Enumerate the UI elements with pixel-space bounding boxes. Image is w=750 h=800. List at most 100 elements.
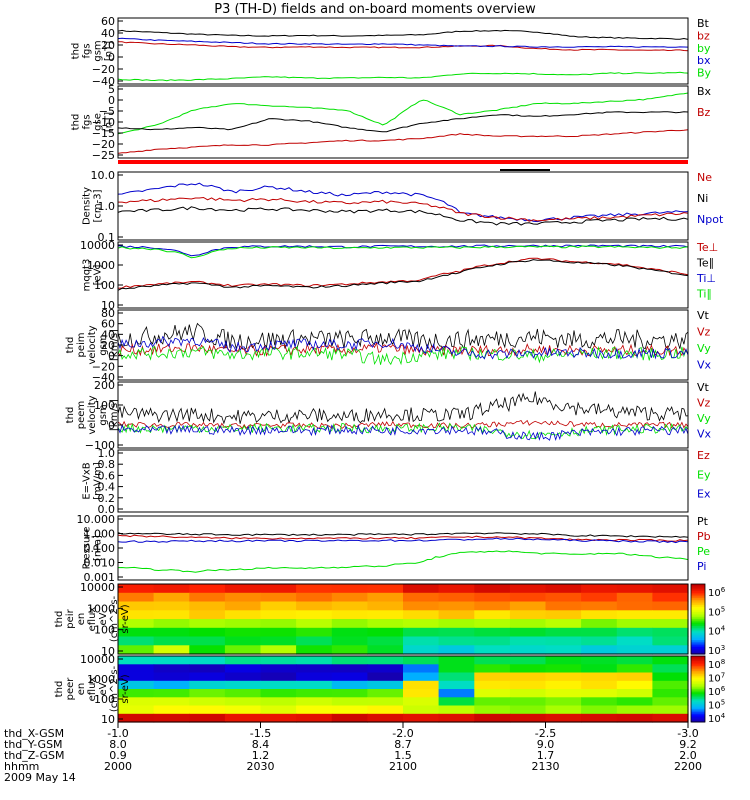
spectrogram-cell — [474, 689, 511, 698]
hhmm-label: 2100 — [389, 760, 417, 773]
spectrogram-cell — [260, 689, 297, 698]
y-axis-label: E=-VxB[mV/m] — [82, 462, 104, 500]
colorbar-segment — [691, 624, 705, 627]
spectrogram-cell — [153, 656, 190, 665]
spectrogram-cell — [118, 627, 155, 638]
colorbar-segment — [691, 650, 705, 653]
colorbar-segment — [691, 718, 705, 721]
colorbar-segment — [691, 620, 705, 624]
colorbar-segment — [691, 612, 705, 615]
spectrogram-cell — [581, 627, 618, 638]
spectrogram-cell — [331, 689, 368, 698]
y-axis-label: Pressure[nPa] — [82, 527, 104, 570]
x-gsm-label: -1.5 — [250, 727, 271, 740]
y-tick-label: 100 — [94, 399, 115, 412]
colorbar-segment — [691, 657, 705, 660]
spectrogram-cell — [331, 713, 368, 723]
panels-group: 6040200−20−40thdfgsgsm[nT]BtbzbybxBy50−5… — [54, 15, 726, 726]
spectrogram-cell — [509, 689, 547, 698]
colorbar-segment — [691, 631, 705, 634]
spectrogram-cell — [367, 672, 404, 682]
legend-entry: Ti∥ — [696, 288, 712, 301]
spectrogram-cell — [474, 584, 511, 594]
colorbar-segment — [691, 652, 705, 655]
spectrogram-cell — [260, 601, 297, 611]
spectrogram-cell — [224, 672, 262, 682]
spectrogram-cell — [509, 645, 547, 655]
spectrogram-cell — [153, 697, 190, 707]
colorbar-tick-label: 103 — [708, 644, 725, 657]
legend-entry: Vx — [697, 428, 712, 441]
quality-flag-bar — [118, 160, 688, 164]
spectrogram-cell — [118, 664, 155, 674]
y-tick-label: −20 — [92, 63, 115, 76]
series-line-0 — [117, 182, 689, 223]
spectrogram-cell — [331, 697, 368, 707]
y-tick-label: −5 — [99, 105, 115, 118]
spectrogram-cell — [189, 664, 226, 674]
spectrogram-cell — [652, 656, 689, 665]
spectrogram-cell — [438, 697, 475, 707]
series-line-0 — [117, 92, 689, 135]
hhmm-label: 2000 — [104, 760, 132, 773]
spectrogram-cell — [438, 689, 475, 698]
spectrogram-cell — [616, 705, 653, 715]
colorbar-segment — [691, 645, 705, 648]
spectrogram-cell — [367, 610, 404, 620]
spectrogram-cell — [403, 610, 440, 620]
colorbar-segment — [691, 587, 705, 590]
colorbar-segment — [691, 685, 705, 688]
spectrogram-cell — [153, 713, 190, 723]
panel-density: 10.0 1.0 0.1 Density[cm-3] Ne Ni Npot — [82, 169, 724, 244]
z-gsm-label: 2.0 — [679, 749, 697, 762]
legend-entry: Vt — [697, 381, 710, 394]
spectrogram-cell — [581, 592, 618, 603]
colorbar-segment — [691, 661, 705, 664]
spectrogram-cell — [296, 619, 333, 629]
colorbar-segment — [691, 705, 705, 708]
y-gsm-label: 9.0 — [537, 738, 555, 751]
spectrogram-cell — [296, 697, 333, 707]
spectrogram-cell — [189, 680, 226, 690]
legend-entry: Vz — [697, 397, 711, 410]
colorbar-segment — [691, 694, 705, 697]
spectrogram-cell — [118, 713, 155, 723]
spectrogram-cell — [367, 627, 404, 638]
spectrogram-cell — [438, 584, 475, 594]
spectrogram-cell — [224, 592, 262, 603]
colorbar-segment — [691, 610, 705, 613]
colorbar-tick-label: 104 — [708, 712, 726, 725]
spectrogram-cell — [367, 592, 404, 603]
series-line-1 — [117, 419, 689, 430]
y-tick-label: 1000 — [87, 259, 115, 272]
y-axis-label: thdpeirenefluxeV(cm^2-s-sr-eV) — [54, 595, 131, 642]
legend-entry: Ex — [697, 488, 711, 501]
legend-entry: Vz — [697, 326, 711, 339]
spectrogram-cell — [260, 592, 297, 603]
colorbar-segment — [691, 640, 705, 643]
y-tick-label: 10.000 — [77, 513, 116, 526]
panel-fgs_gse: 50−5−10−15−20−25 thdfgsgse[nT] Bx Bz — [71, 83, 712, 171]
spectrogram-cell — [189, 592, 226, 603]
legend-entry: Ez — [697, 449, 710, 462]
spectrogram-cell — [189, 627, 226, 638]
spectrogram-cell — [581, 705, 618, 715]
spectrogram-cell — [118, 689, 155, 698]
series-line-3 — [117, 71, 689, 82]
colorbar-segment — [691, 684, 705, 687]
legend-entry: Bx — [697, 85, 712, 98]
spectrogram-cell — [509, 656, 547, 665]
colorbar-segment — [691, 615, 705, 618]
y-tick-label: −10 — [92, 116, 115, 129]
spectrogram-cell — [189, 619, 226, 629]
legend-entry: bz — [697, 29, 710, 42]
y-axis-label: thdfgsgse[nT] — [71, 112, 115, 132]
spectrogram-cell — [581, 619, 618, 629]
series-line-1 — [117, 111, 689, 133]
spectrogram-cell — [153, 601, 190, 611]
spectrogram-cell — [403, 689, 440, 698]
spectrogram-cell — [331, 610, 368, 620]
series-line-3 — [117, 550, 689, 573]
y-tick-label: 10 — [101, 713, 115, 726]
